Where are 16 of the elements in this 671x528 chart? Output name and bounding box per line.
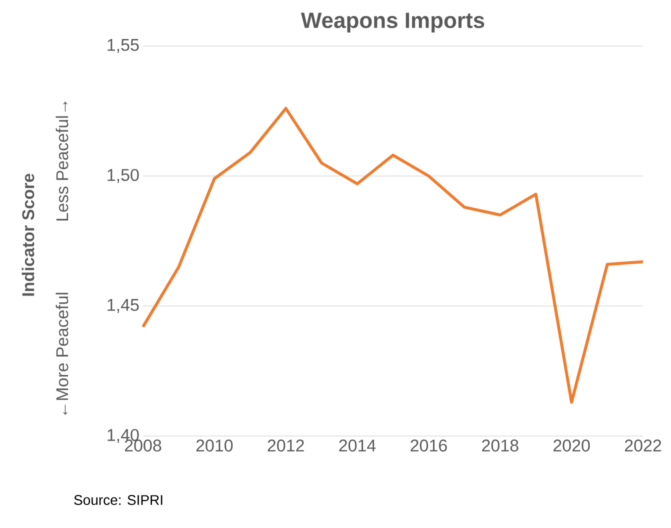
y-axis-title: Indicator Score xyxy=(22,174,34,296)
y-tick-label: 1,50 xyxy=(108,168,139,184)
y-tick-label: 1,55 xyxy=(108,39,139,53)
text: Less Peaceful→ xyxy=(56,102,68,220)
x-tick-label: 2018 xyxy=(482,440,518,452)
x-tick-label: 2010 xyxy=(196,440,233,452)
x-tick-label: 2022 xyxy=(624,440,662,452)
chart-title: Weapons Imports xyxy=(300,12,484,32)
source-note: Source: SIPRI xyxy=(74,495,162,505)
y-tick-label: 1,45 xyxy=(108,299,139,313)
x-tick-label: 2020 xyxy=(554,440,590,452)
x-tick-label: 2014 xyxy=(339,440,376,452)
x-tick-label: 2012 xyxy=(268,440,304,452)
text: ←More Peaceful xyxy=(56,292,68,415)
line-series xyxy=(142,106,645,404)
x-tick-label: 2016 xyxy=(410,440,447,452)
